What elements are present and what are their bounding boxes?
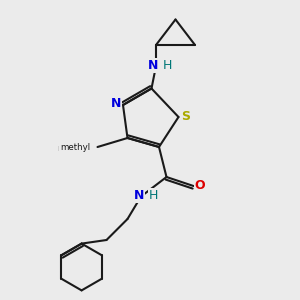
Text: H: H xyxy=(163,59,172,72)
Text: S: S xyxy=(182,110,190,124)
Text: N: N xyxy=(111,97,122,110)
Text: O: O xyxy=(195,179,206,192)
Text: methyl: methyl xyxy=(57,144,88,153)
Text: N: N xyxy=(148,59,158,72)
Text: N: N xyxy=(134,189,144,202)
Text: H: H xyxy=(148,189,158,202)
Text: methyl: methyl xyxy=(60,143,90,152)
